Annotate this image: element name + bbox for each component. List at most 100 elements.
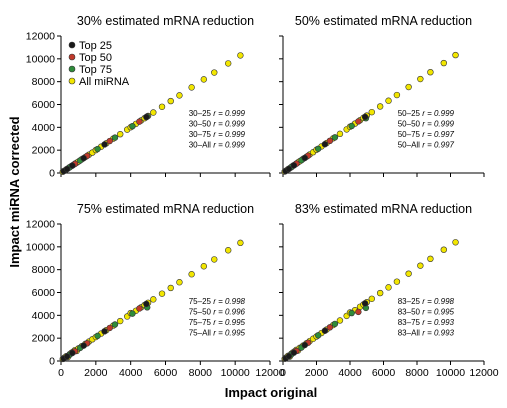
- y-tick-label: 0: [49, 356, 55, 368]
- legend-marker: [68, 77, 76, 85]
- data-point: [427, 255, 434, 263]
- data-point: [211, 256, 218, 263]
- data-point: [167, 284, 174, 292]
- data-point: [143, 113, 150, 121]
- data-point: [314, 145, 322, 152]
- data-point: [368, 295, 375, 302]
- correlation-annotation: 75–25 r = 0.998: [189, 297, 246, 306]
- data-point: [63, 353, 71, 360]
- data-point: [69, 349, 76, 357]
- data-point: [225, 60, 232, 67]
- data-point: [106, 137, 113, 145]
- correlation-annotation: 83–75 r = 0.993: [398, 318, 455, 327]
- y-tick-label: 8000: [32, 76, 56, 88]
- data-point: [176, 279, 183, 286]
- y-tick-label: 6000: [32, 99, 56, 111]
- data-point: [94, 145, 101, 153]
- legend-marker: [68, 41, 76, 49]
- y-axis-label: Impact miRNA corrected: [7, 116, 22, 267]
- data-point: [326, 324, 334, 331]
- x-tick-label: 12000: [469, 367, 498, 379]
- correlation-annotation: 30–75 r = 0.999: [189, 130, 246, 139]
- data-point: [225, 247, 232, 254]
- data-point: [440, 59, 447, 67]
- data-point: [106, 324, 113, 332]
- x-tick-label: 2000: [305, 367, 329, 379]
- data-point: [158, 103, 166, 110]
- data-point: [314, 332, 322, 339]
- x-tick-label: 6000: [372, 367, 396, 379]
- data-point: [285, 353, 293, 360]
- data-point: [405, 270, 412, 277]
- data-point: [237, 52, 244, 59]
- x-tick-label: 10000: [221, 367, 250, 379]
- legend-label: Top 50: [79, 52, 112, 64]
- y-tick-label: 8000: [32, 264, 56, 276]
- x-axis-label: Impact original: [225, 385, 317, 400]
- correlation-annotation: 83–All r = 0.993: [398, 329, 455, 338]
- data-point: [348, 122, 355, 130]
- data-point: [80, 342, 87, 349]
- correlation-annotation: 30–50 r = 0.999: [189, 120, 246, 129]
- data-point: [129, 122, 136, 130]
- x-tick-label: 8000: [405, 367, 429, 379]
- legend-marker: [68, 53, 76, 61]
- panel-title: 30% estimated mRNA reduction: [77, 14, 254, 28]
- y-tick-label: 10000: [26, 53, 55, 65]
- data-point: [290, 162, 298, 169]
- correlation-annotation: 75–All r = 0.995: [189, 329, 246, 338]
- data-point: [417, 262, 424, 269]
- legend-label: All miRNA: [79, 76, 130, 88]
- x-tick-label: 4000: [338, 367, 362, 379]
- legend-label: Top 25: [79, 40, 112, 52]
- data-point: [355, 308, 362, 316]
- data-point: [301, 154, 308, 162]
- correlation-annotation: 30–25 r = 0.999: [189, 109, 246, 118]
- data-point: [150, 109, 157, 116]
- data-point: [211, 69, 218, 76]
- y-tick-label: 2000: [32, 145, 56, 157]
- data-point: [80, 154, 87, 162]
- x-tick-label: 2000: [84, 367, 108, 379]
- data-point: [176, 92, 183, 99]
- legend-marker: [68, 65, 76, 73]
- data-point: [111, 321, 119, 328]
- data-point: [348, 309, 355, 317]
- data-point: [136, 118, 143, 125]
- panel-1: 30% estimated mRNA reduction 0 2000 4000 600…: [26, 14, 271, 180]
- x-tick-label: 10000: [436, 367, 465, 379]
- panel-title: 75% estimated mRNA reduction: [77, 202, 254, 216]
- y-tick-label: 4000: [32, 122, 56, 134]
- data-point: [111, 134, 119, 141]
- data-point: [361, 113, 369, 121]
- data-point: [301, 341, 308, 349]
- data-point: [452, 239, 459, 246]
- data-point: [136, 305, 143, 312]
- x-tick-label: 12000: [255, 367, 284, 379]
- data-point: [63, 165, 71, 173]
- data-point: [355, 118, 362, 125]
- data-point: [167, 97, 174, 105]
- y-tick-label: 12000: [26, 31, 55, 43]
- panel-title: 50% estimated mRNA reduction: [295, 14, 472, 28]
- data-point: [94, 332, 101, 340]
- data-point: [385, 284, 392, 291]
- data-point: [188, 271, 195, 278]
- data-point: [200, 76, 208, 83]
- data-point: [331, 134, 339, 141]
- y-tick-label: 12000: [26, 219, 55, 231]
- data-point: [158, 290, 166, 297]
- x-tick-label: 0: [58, 367, 64, 379]
- correlation-annotation: 50–25 r = 0.999: [398, 109, 455, 118]
- panel-4: 83% estimated mRNA reduction 0 2000 4000 600…: [279, 202, 499, 379]
- data-point: [336, 317, 344, 324]
- data-point: [393, 91, 401, 99]
- data-point: [417, 75, 424, 83]
- data-point: [376, 103, 384, 110]
- data-point: [101, 328, 108, 335]
- x-tick-label: 0: [280, 367, 286, 379]
- data-point: [385, 97, 392, 104]
- data-point: [427, 68, 434, 76]
- data-point: [361, 300, 369, 307]
